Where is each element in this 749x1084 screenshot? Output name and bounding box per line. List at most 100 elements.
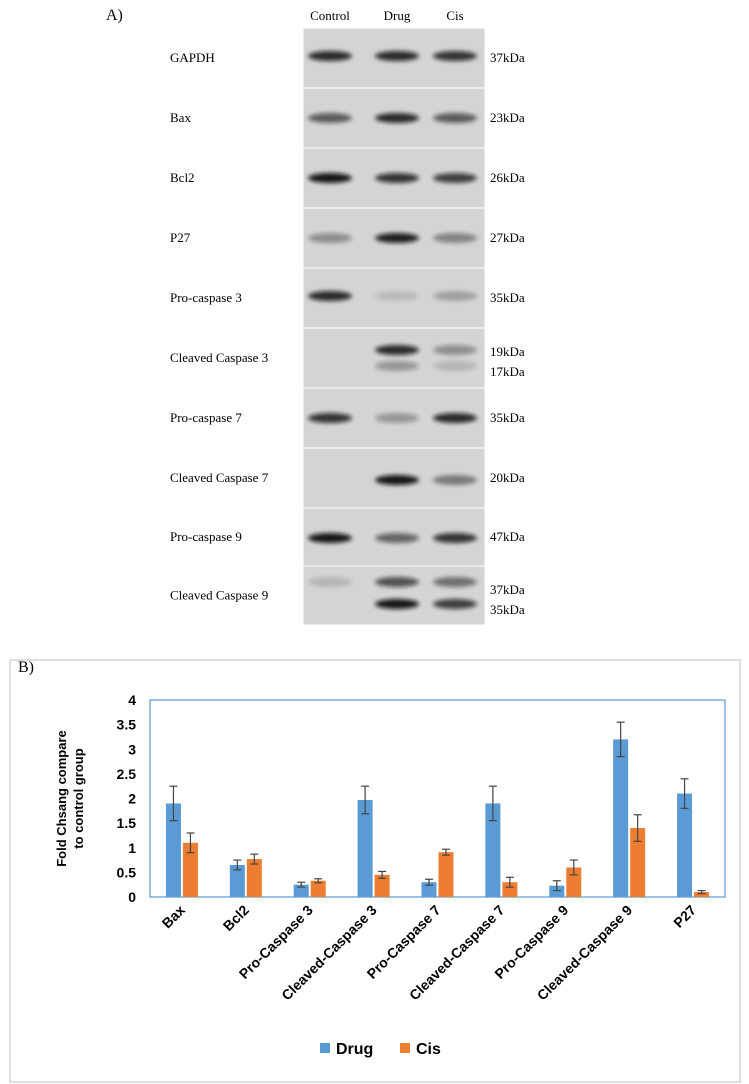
error-bar [442,848,450,856]
size-label: 27kDa [490,230,525,245]
bar [165,803,181,897]
y-tick-label: 3 [128,741,136,757]
size-label: 20kDa [490,470,525,485]
size-label: 23kDa [490,110,525,125]
y-tick-label: 3.5 [117,717,137,733]
bar [677,793,693,897]
y-axis-label: to control group [71,748,86,848]
protein-label: Bax [170,110,191,125]
band [308,233,352,243]
x-tick-label: Bax [159,902,189,932]
error-bar [169,785,178,822]
y-tick-label: 1.5 [117,815,137,831]
bar [182,842,198,897]
band [375,533,419,543]
error-bar [633,814,642,842]
lane-label: Control [310,8,350,23]
error-bar [378,870,387,879]
bar [438,852,454,897]
error-bar [361,785,370,815]
band [375,577,419,587]
y-tick-label: 0 [128,889,136,905]
protein-label: Cleaved Caspase 9 [170,588,268,603]
bar [310,880,326,897]
bar [694,892,710,897]
size-label: 37kDa [490,50,525,65]
chart-frame [9,659,741,1083]
band [433,51,477,61]
band [433,345,477,355]
size-label: 47kDa [490,529,525,544]
bar [613,739,629,897]
band [308,413,352,423]
size-label: 17kDa [490,364,525,379]
bar [630,828,646,897]
size-label: 35kDa [490,410,525,425]
band [375,413,419,423]
error-bar [314,878,323,884]
error-bar [680,778,689,809]
band [433,233,477,243]
size-label: 19kDa [490,344,525,359]
error-bar [233,859,242,871]
blot-strip [302,327,486,389]
protein-label: Cleaved Caspase 3 [170,350,268,365]
band [433,291,477,301]
error-bar [425,878,433,886]
y-tick-label: 2 [128,791,136,807]
y-axis-label: Fold Chsang compare [54,730,69,867]
bar [485,803,501,897]
error-bar [569,859,578,876]
band [433,533,477,543]
protein-label: Pro-caspase 9 [170,529,242,544]
y-tick-label: 1 [128,840,136,856]
band [433,577,477,587]
protein-label: Pro-caspase 3 [170,290,242,305]
band [308,113,352,123]
lane-label: Drug [384,8,411,23]
y-tick-label: 0.5 [117,864,137,880]
protein-label: Pro-caspase 7 [170,410,242,425]
band [433,173,477,183]
protein-label: Bcl2 [170,170,195,185]
protein-label: P27 [170,230,191,245]
band [308,577,352,587]
error-bar [505,876,514,888]
legend-swatch [320,1043,330,1053]
band [433,113,477,123]
x-tick-label: Bcl2 [220,902,252,934]
bar [549,885,565,897]
size-label: 35kDa [490,602,525,617]
band [375,599,419,609]
bar [229,864,245,897]
plot-frame [149,699,726,898]
panel-label: B) [18,659,34,676]
panel-label: A) [106,7,123,24]
blot-strip [302,565,486,626]
y-tick-label: 2.5 [117,766,137,782]
band [308,533,352,543]
size-label: 26kDa [490,170,525,185]
error-bar [697,889,706,895]
x-tick-label: P27 [670,902,699,931]
band [433,413,477,423]
band [308,51,352,61]
band [375,291,419,301]
band [433,475,477,485]
bar [246,859,262,897]
error-bar [552,880,561,892]
bar [357,799,373,897]
band [375,233,419,243]
error-bar [186,832,195,854]
error-bar [488,785,497,822]
error-bar [250,853,259,865]
bar [502,882,518,897]
band [375,345,419,355]
protein-label: GAPDH [170,50,215,65]
band [375,113,419,123]
band [375,173,419,183]
protein-label: Cleaved Caspase 7 [170,470,269,485]
band [308,173,352,183]
band [375,51,419,61]
legend-swatch [400,1043,410,1053]
